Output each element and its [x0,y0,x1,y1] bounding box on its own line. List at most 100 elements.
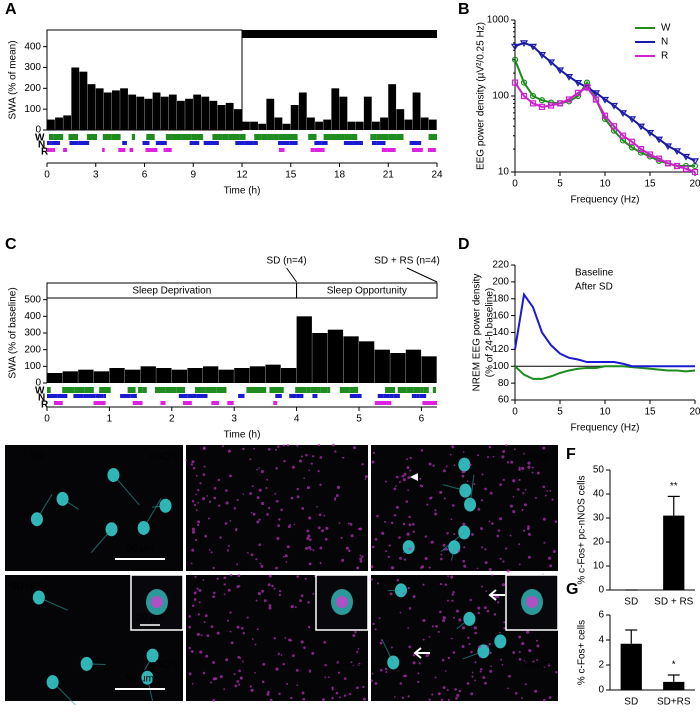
arrow [413,647,430,659]
cfos-dot [428,698,431,701]
cfos-dot [286,545,290,549]
hypnogram-segment [420,387,424,393]
x-tick-label: 20 [689,407,700,418]
bar [71,67,80,130]
cfos-dot [266,692,270,696]
hypnogram-segment [286,134,298,140]
bar [47,373,63,383]
cfos-dot [278,593,282,596]
cfos-dot [254,671,256,674]
y-axis-label: % c-Fos+ cells [577,620,588,685]
condition-label: SD+RS [10,582,44,593]
bar [298,92,307,130]
cfos-dot [376,514,379,518]
marker [538,103,546,110]
cfos-dot [226,619,230,622]
cfos-dot [258,488,262,492]
cfos-dot [319,483,322,487]
marker [529,92,537,100]
cfos-dot [476,567,479,570]
state-label: N [38,140,45,151]
cfos-dot [454,688,457,691]
cfos-dot [341,558,345,562]
hypnogram-segment [385,387,396,393]
cfos-dot [293,523,296,526]
cfos-dot [450,518,453,521]
hypnogram-segment [187,394,197,398]
bar [663,681,685,690]
cfos-dot [434,512,438,516]
hypnogram-segment [52,148,56,152]
cfos-dot [412,654,416,657]
bar [171,369,188,383]
cfos-dot [527,532,531,536]
hypnogram-segment [227,401,234,405]
cfos-dot [453,464,456,467]
cfos-dot [188,615,192,618]
x-tick-label: SD [624,697,638,708]
neurite [152,505,166,508]
cfos-dot [197,520,201,524]
hypnogram-segment [383,394,390,398]
cfos-dot [225,501,229,505]
cfos-dot [518,657,522,661]
cfos-dot [250,511,253,514]
cfos-dot [543,698,546,702]
hypnogram-segment [253,141,258,145]
hypnogram-segment [357,394,362,398]
bar [428,119,437,130]
cfos-dot [536,644,540,648]
bar [372,121,380,130]
cfos-dot [308,469,310,472]
neurite [86,663,106,666]
x-tick-label: SD [624,597,638,608]
cfos-dot [474,631,477,635]
cfos-dot [441,658,445,662]
y-tick-label: 40 [593,489,605,500]
cfos-dot [466,480,469,482]
bar [136,96,145,130]
cfos-dot [233,673,236,676]
cfos-dot [277,445,280,448]
cfos-dot [340,536,343,540]
hypnogram-segment [47,141,50,145]
hypnogram-segment [103,394,107,398]
cfos-dot [439,583,443,586]
cfos-dot [402,478,406,482]
cfos-dot [202,447,206,451]
hypnogram-segment [244,141,254,145]
cfos-dot [191,460,195,464]
cfos-dot [544,494,547,497]
cfos-dot [343,694,347,697]
bar [315,121,323,130]
cfos-dot [521,508,524,511]
y-tick-label: 180 [492,293,509,304]
bar [258,123,267,130]
cfos-dot [399,682,403,685]
cfos-dot [483,606,487,610]
cfos-dot [491,522,494,525]
state-label: N [38,393,45,404]
scale-bar-label: 50 μm [126,674,154,685]
x-tick-label: 15 [644,179,656,190]
cfos-dot [312,592,315,595]
cfos-dot [324,537,328,541]
cfos-dot [489,491,493,495]
bar [331,88,340,130]
cfos-dot [324,664,327,667]
y-tick-label: 200 [492,277,509,288]
x-tick-label: 6 [142,170,148,181]
cfos-dot [233,507,237,510]
cfos-dot [359,554,362,557]
hypnogram-segment [53,134,64,140]
cfos-dot [531,466,534,469]
hypnogram-segment [433,401,437,405]
cfos-dot [458,689,462,693]
cfos-dot [242,660,244,663]
hypnogram-segment [69,141,79,145]
cfos-dot [261,680,265,684]
hypnogram-segment [317,387,321,393]
cfos-dot [197,488,200,492]
hypnogram-segment [205,387,217,393]
annotation: SD (n=4) [266,256,306,267]
